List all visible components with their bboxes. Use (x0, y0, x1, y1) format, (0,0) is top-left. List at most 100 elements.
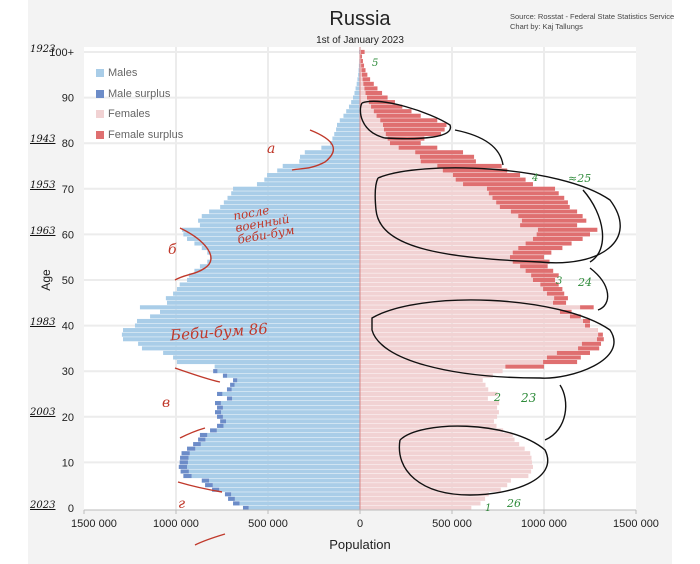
female-bar (360, 223, 521, 228)
green-mark: 24 (578, 276, 592, 289)
female-surplus-bar (363, 81, 374, 86)
female-bar (360, 451, 531, 456)
female-surplus-bar (518, 245, 563, 251)
legend-swatch (96, 130, 104, 139)
female-surplus-bar (419, 154, 475, 159)
male-surplus-bar (179, 460, 188, 465)
female-bar (360, 204, 500, 210)
female-bar (360, 81, 364, 86)
female-surplus-bar (518, 214, 583, 219)
male-bar (351, 100, 360, 105)
female-surplus-bar (442, 168, 508, 173)
male-bar (201, 214, 360, 219)
legend-swatch (96, 89, 104, 98)
male-bar (183, 232, 360, 237)
birth-year-note: 1923 (30, 44, 56, 55)
female-surplus-bar (521, 218, 587, 223)
female-bar (360, 314, 570, 319)
female-bar (360, 127, 384, 132)
female-surplus-bar (365, 90, 383, 96)
female-surplus-bar (362, 77, 371, 82)
male-bar (231, 191, 360, 196)
male-bar (337, 122, 360, 127)
arrow-annotation (589, 267, 609, 311)
female-bar (360, 118, 381, 123)
y-tick-label: 20 (62, 412, 74, 424)
male-bar (176, 359, 360, 365)
male-surplus-bar (233, 378, 238, 383)
female-surplus-bar (455, 177, 526, 182)
male-bar (356, 81, 360, 86)
female-bar (360, 387, 489, 392)
female-bar (360, 68, 362, 73)
female-surplus-bar (510, 209, 578, 214)
birth-year-note: 2023 (30, 500, 56, 511)
male-bar (222, 391, 360, 396)
male-bar (336, 127, 360, 132)
female-surplus-bar (364, 86, 378, 91)
female-surplus-bar (578, 346, 600, 351)
female-bar (360, 382, 486, 387)
male-bar (199, 223, 360, 228)
arrow-annotation (582, 189, 604, 263)
female-bar (360, 359, 544, 365)
male-bar (210, 255, 360, 260)
female-bar (360, 318, 584, 324)
green-mark: 5 (372, 58, 379, 69)
female-bar (360, 131, 386, 137)
male-bar (173, 291, 360, 296)
female-bar (360, 255, 510, 260)
male-bar (189, 451, 360, 456)
female-bar (360, 473, 529, 479)
female-bar (360, 195, 493, 200)
female-surplus-bar (569, 314, 581, 319)
male-bar (277, 168, 360, 173)
female-bar (360, 113, 377, 118)
male-surplus-bar (201, 478, 210, 483)
male-bar (150, 314, 360, 319)
female-surplus-bar (437, 163, 502, 168)
male-bar (321, 145, 360, 150)
male-bar (187, 460, 360, 465)
male-bar (226, 419, 360, 424)
female-bar (360, 460, 533, 465)
male-bar (227, 373, 360, 378)
male-bar (256, 182, 360, 187)
male-bar (198, 218, 360, 223)
male-bar (353, 95, 360, 100)
legend: Males Male surplus Females Female surplu… (96, 63, 183, 145)
female-surplus-bar (360, 54, 363, 59)
female-bar (360, 200, 497, 205)
ellipse-annotation (371, 299, 615, 379)
x-axis-label: Population (329, 537, 390, 552)
letter-b-note: б (168, 242, 177, 258)
male-surplus-bar (205, 483, 213, 488)
female-bar (360, 77, 363, 82)
female-surplus-bar (553, 300, 567, 305)
male-bar (234, 496, 360, 501)
male-bar (231, 492, 360, 497)
y-tick-label: 0 (68, 503, 74, 515)
female-surplus-bar (583, 318, 590, 324)
male-bar (188, 469, 360, 474)
female-bar (360, 373, 493, 378)
female-bar (360, 446, 525, 451)
male-bar (136, 318, 360, 324)
male-bar (299, 159, 360, 164)
green-mark: ≈25 (568, 172, 592, 185)
female-bar (360, 428, 504, 433)
legend-item-males: Males (96, 63, 183, 84)
male-surplus-bar (210, 428, 217, 433)
female-bar (360, 145, 399, 150)
female-bar (360, 136, 388, 141)
birth-year-note: 2003 (30, 407, 56, 418)
female-bar (360, 391, 498, 396)
y-tick-label: 100+ (49, 47, 74, 59)
male-bar (223, 200, 360, 205)
letter-a-note: а (267, 141, 276, 157)
male-bar (195, 446, 360, 451)
male-bar (231, 387, 360, 392)
male-bar (239, 501, 360, 506)
female-bar (360, 469, 532, 474)
male-bar (207, 250, 360, 255)
